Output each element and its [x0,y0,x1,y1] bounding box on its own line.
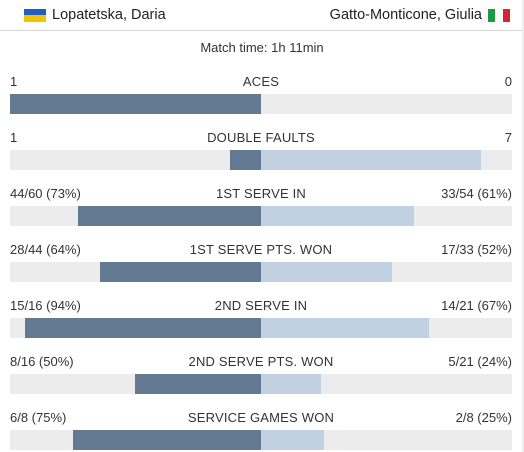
player-left: Lopatetska, Daria [24,7,166,23]
stat-bar-track [10,374,512,394]
stat-left-value: 15/16 (94%) [10,298,81,313]
stat-left-value: 1 [10,74,18,89]
stat-bar-right [261,150,481,170]
stat-bar-track [10,318,512,338]
stat-label: DOUBLE FAULTS [207,130,315,145]
stat-left-value: 1 [10,130,18,145]
stat-bar-left [25,318,261,338]
stat-text-row: 28/44 (64%) 1ST SERVE PTS. WON 17/33 (52%) [10,241,512,259]
stat-row: 15/16 (94%) 2ND SERVE IN 14/21 (67%) [10,297,512,338]
stat-bar-right [261,318,429,338]
player-right: Gatto-Monticone, Giulia [330,7,510,23]
stat-bar-left [78,206,261,226]
stat-left-value: 8/16 (50%) [10,354,74,369]
stat-bar-left [73,430,261,450]
stat-bar-track [10,206,512,226]
scrollbar-edge [522,0,524,452]
stat-text-row: 8/16 (50%) 2ND SERVE PTS. WON 5/21 (24%) [10,353,512,371]
stat-row: 44/60 (73%) 1ST SERVE IN 33/54 (61%) [10,185,512,226]
stat-row: 28/44 (64%) 1ST SERVE PTS. WON 17/33 (52%) [10,241,512,282]
header-divider [0,30,524,31]
stat-label: 2ND SERVE PTS. WON [188,354,334,369]
stat-right-value: 2/8 (25%) [455,410,512,425]
stat-row: 1 DOUBLE FAULTS 7 [10,129,512,170]
stat-label: ACES [242,74,280,89]
stat-bar-left [100,262,261,282]
stat-text-row: 44/60 (73%) 1ST SERVE IN 33/54 (61%) [10,185,512,203]
stat-bar-left [10,94,261,114]
stat-bar-track [10,430,512,450]
stat-bar-right [261,262,392,282]
stat-text-row: 6/8 (75%) SERVICE GAMES WON 2/8 (25%) [10,409,512,427]
stat-label: 1ST SERVE PTS. WON [189,242,333,257]
stat-label: SERVICE GAMES WON [187,410,335,425]
stat-bar-track [10,94,512,114]
stat-bar-right [261,374,321,394]
stat-text-row: 15/16 (94%) 2ND SERVE IN 14/21 (67%) [10,297,512,315]
stat-right-value: 7 [504,130,512,145]
stat-bar-left [135,374,261,394]
stat-right-value: 5/21 (24%) [448,354,512,369]
stat-bar-track [10,150,512,170]
stat-bar-right [261,430,324,450]
stat-left-value: 28/44 (64%) [10,242,81,257]
match-time: Match time: 1h 11min [200,40,324,55]
stat-row: 6/8 (75%) SERVICE GAMES WON 2/8 (25%) [10,409,512,450]
italy-flag-icon [488,8,510,22]
stat-right-value: 33/54 (61%) [441,186,512,201]
stat-row: 8/16 (50%) 2ND SERVE PTS. WON 5/21 (24%) [10,353,512,394]
stat-text-row: 1 DOUBLE FAULTS 7 [10,129,512,147]
player-right-name: Gatto-Monticone, Giulia [329,7,482,23]
stat-left-value: 44/60 (73%) [10,186,81,201]
stat-bar-left [230,150,261,170]
stat-bar-right [261,206,414,226]
stat-label: 2ND SERVE IN [214,298,308,313]
player-left-name: Lopatetska, Daria [52,7,166,23]
stat-right-value: 14/21 (67%) [441,298,512,313]
ukraine-flag-icon [24,8,46,22]
stat-right-value: 0 [504,74,512,89]
stat-bar-track [10,262,512,282]
stat-text-row: 1 ACES 0 [10,73,512,91]
players-header: Lopatetska, Daria Gatto-Monticone, Giuli… [0,0,524,30]
stat-row: 1 ACES 0 [10,73,512,114]
stat-right-value: 17/33 (52%) [441,242,512,257]
stat-label: 1ST SERVE IN [215,186,307,201]
stat-left-value: 6/8 (75%) [10,410,67,425]
